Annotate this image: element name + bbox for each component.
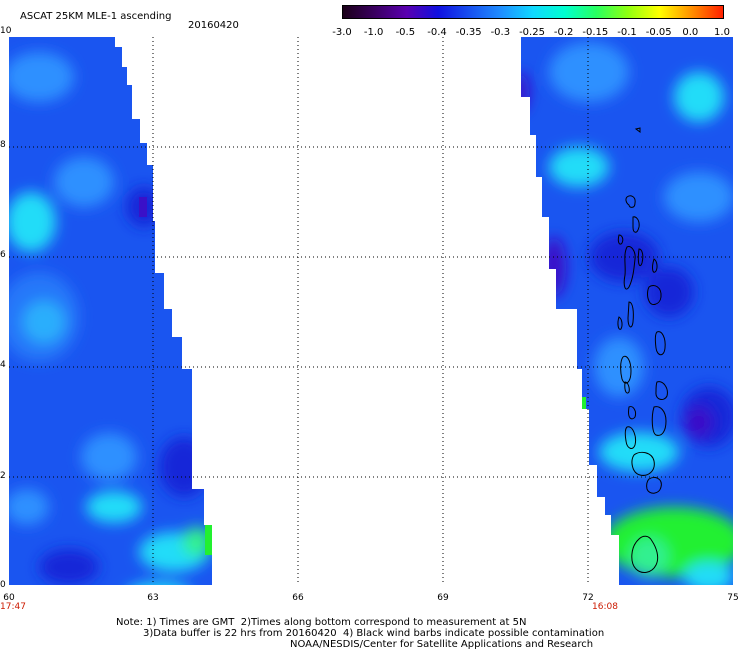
colorbar-label: -0.05 (645, 27, 672, 38)
colorbar-labels: -3.0 -1.0 -0.5 -0.4 -0.35 -0.3 -0.25 -0.2 -0.15-… (332, 27, 732, 39)
colorbar-label: -0.4 (427, 27, 447, 38)
colorbar-label: -0.1 (617, 27, 637, 38)
right-swath (513, 37, 733, 585)
y-tick-10: 10 (0, 26, 12, 36)
product-title: ASCAT 25KM MLE-1 ascending (20, 11, 172, 22)
product-date: 20160420 (188, 20, 239, 31)
x-tick-60: 60 (3, 593, 15, 603)
graticule (9, 37, 733, 585)
colorbar-label: -1.0 (363, 27, 384, 38)
left-swath (9, 37, 212, 585)
island-outlines (617, 127, 668, 573)
x-tick-63: 63 (147, 593, 159, 603)
footer-note-line3: NOAA/NESDIS/Center for Satellite Applica… (290, 639, 594, 650)
x-tick-69: 69 (437, 593, 449, 603)
colorbar-label: -0.25 (519, 27, 545, 38)
map-area (9, 37, 733, 585)
footer-note-line1: Note: 1) Times are GMT 2)Times along bot… (116, 617, 527, 628)
x-tick-66: 66 (292, 593, 304, 603)
map-canvas (9, 37, 733, 585)
colorbar-label: -0.2 (553, 27, 574, 38)
footer-note-line2: 3)Data buffer is 22 hrs from 20160420 4)… (143, 628, 605, 639)
y-tick-0: 0 (0, 580, 6, 590)
colorbar-label: -0.35 (455, 27, 482, 38)
x-tick-75: 75 (727, 593, 739, 603)
colorbar-label: -3.0 (332, 27, 352, 38)
colorbar-label: -0.15 (582, 27, 609, 38)
right-swath-time: 16:08 (592, 602, 618, 612)
colorbar-label: -0.5 (395, 27, 416, 38)
y-tick-8: 8 (0, 140, 6, 150)
colorbar (342, 5, 724, 19)
colorbar-label: -0.3 (490, 27, 511, 38)
x-tick-72: 72 (582, 593, 594, 603)
left-swath-time: 17:47 (0, 602, 26, 612)
y-tick-6: 6 (0, 250, 6, 260)
y-tick-2: 2 (0, 471, 6, 481)
colorbar-label: 1.0 (714, 27, 730, 38)
y-tick-4: 4 (0, 360, 6, 370)
colorbar-label: 0.0 (682, 27, 699, 38)
